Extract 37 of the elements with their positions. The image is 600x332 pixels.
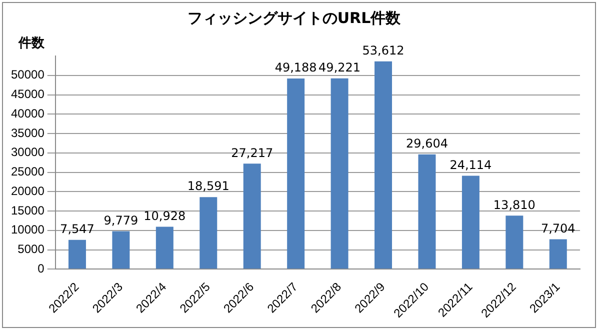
bar [112, 231, 130, 269]
bar [374, 61, 392, 269]
y-tick-label: 30000 [10, 145, 45, 160]
data-label: 9,779 [104, 213, 138, 228]
y-tick-label: 0 [38, 261, 45, 276]
y-tick-label: 50000 [10, 68, 45, 82]
bar [549, 239, 567, 269]
bar [330, 78, 348, 269]
data-label: 29,604 [406, 136, 448, 151]
chart-title: フィッシングサイトのURL件数 [187, 8, 402, 27]
y-tick-label: 45000 [10, 87, 45, 102]
data-label: 10,928 [144, 208, 186, 223]
bar [243, 164, 261, 269]
data-label: 7,704 [540, 221, 576, 236]
data-label: 24,114 [450, 158, 492, 172]
y-axis-title: 件数 [18, 36, 46, 51]
data-label: 27,217 [231, 146, 274, 160]
data-label: 13,810 [493, 198, 536, 212]
y-tick-label: 15000 [10, 203, 45, 218]
data-label: 49,221 [318, 60, 361, 75]
bar [156, 226, 174, 269]
bar [506, 216, 524, 269]
y-tick-label: 10000 [10, 222, 45, 237]
bar [68, 240, 86, 269]
bar [418, 154, 436, 269]
bar [200, 197, 218, 269]
bar [462, 176, 480, 269]
data-label: 18,591 [187, 179, 230, 194]
y-tick-label: 25000 [10, 164, 45, 179]
y-tick-label: 35000 [10, 126, 45, 140]
y-tick-label: 20000 [10, 184, 45, 198]
bar [287, 78, 305, 269]
data-label: 7,547 [60, 222, 94, 236]
data-label: 49,188 [274, 60, 317, 75]
y-tick-label: 5000 [18, 242, 45, 256]
data-label: 53,612 [362, 44, 404, 58]
y-tick-label: 40000 [10, 106, 45, 120]
